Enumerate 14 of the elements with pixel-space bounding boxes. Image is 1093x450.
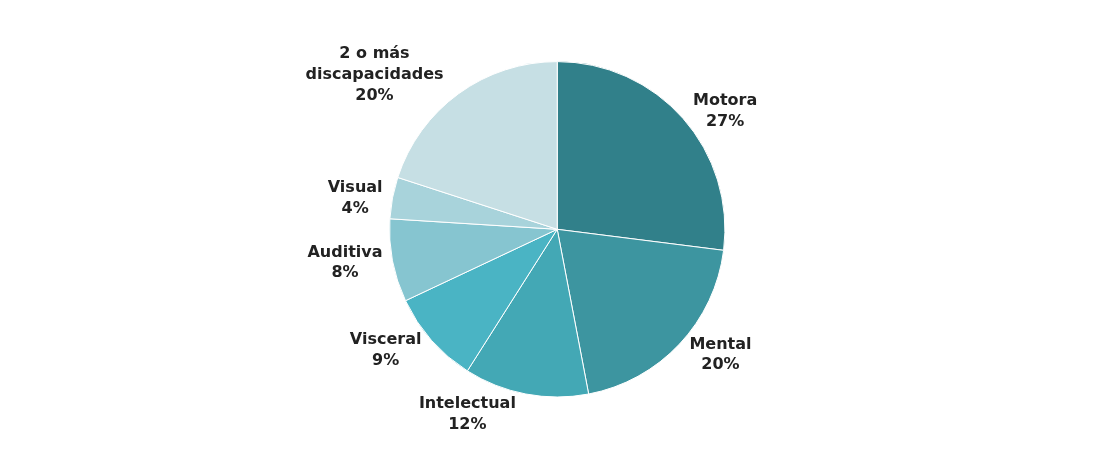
data-label: 4% — [341, 198, 369, 218]
data-label: 8% — [331, 262, 359, 282]
slice-label: Intelectual — [418, 393, 516, 413]
slice-label: Mental — [689, 333, 752, 353]
slice-label: Visual — [327, 177, 383, 197]
slice-label: Visceral — [349, 329, 422, 348]
slice-label: Auditiva — [307, 241, 383, 261]
data-label: 9% — [372, 349, 400, 369]
data-label: 27% — [705, 110, 745, 130]
slice-label: Motora — [692, 89, 758, 109]
slice-label: 2 o más discapacidades — [305, 43, 444, 84]
data-label: 12% — [448, 414, 487, 434]
data-label: 20% — [701, 354, 740, 374]
data-label: 20% — [355, 85, 394, 105]
